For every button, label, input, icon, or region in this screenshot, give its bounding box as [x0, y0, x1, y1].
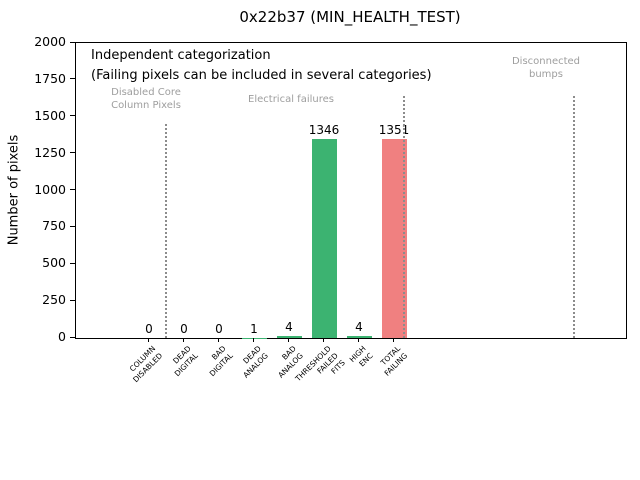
zone-separator — [573, 96, 575, 338]
y-tick-mark — [70, 299, 75, 301]
plot-area: Independent categorization (Failing pixe… — [75, 42, 627, 339]
bar-value-label: 0 — [215, 322, 223, 336]
bar-value-label: 1351 — [378, 122, 410, 137]
y-tick-label: 1000 — [34, 181, 66, 197]
chart-title: 0x22b37 (MIN_HEALTH_TEST) — [239, 8, 461, 26]
y-tick-label: 750 — [42, 218, 66, 234]
y-tick-mark — [70, 262, 75, 264]
y-tick-label: 1750 — [34, 70, 66, 86]
y-tick-label: 1500 — [34, 107, 66, 123]
annotation-failing-pixels-note: (Failing pixels can be included in sever… — [91, 68, 432, 83]
y-tick-label: 1250 — [34, 144, 66, 160]
y-tick-mark — [70, 189, 75, 190]
x-tick-label: BAD DIGITAL — [207, 344, 235, 378]
y-tick-mark — [70, 115, 75, 117]
x-tick-label: DEAD DIGITAL — [170, 344, 200, 378]
x-tick-mark — [182, 338, 184, 342]
bar-value-label: 4 — [355, 320, 363, 334]
x-tick-label: HIGH ENC — [347, 344, 375, 369]
y-tick-label: 2000 — [34, 34, 66, 49]
bar — [381, 138, 407, 338]
zone-label-disabled-core-column-pixels: Disabled Core Column Pixels — [111, 87, 181, 111]
x-tick-mark — [217, 338, 219, 342]
y-tick-mark — [70, 152, 75, 154]
y-tick-mark — [70, 41, 75, 43]
bar-value-label: 0 — [145, 322, 153, 336]
zone-separator — [165, 124, 167, 338]
bar-value-label: 1 — [250, 321, 258, 336]
y-tick-label: 500 — [42, 255, 66, 271]
y-tick-label: 250 — [42, 292, 66, 308]
zone-label-electrical-failures: Electrical failures — [248, 94, 334, 105]
x-tick-label: DEAD ANALOG — [240, 344, 270, 380]
zone-label-disconnected-bumps: Disconnected bumps — [511, 56, 581, 80]
x-tick-mark — [322, 338, 324, 342]
bar-value-label: 4 — [285, 320, 293, 334]
x-tick-label: TOTAL FAILING — [379, 344, 410, 378]
x-tick-mark — [287, 338, 289, 342]
y-tick-label: 0 — [58, 329, 66, 344]
bar-value-label: 1346 — [308, 123, 340, 138]
y-tick-mark — [70, 336, 75, 338]
y-tick-mark — [70, 225, 75, 227]
x-tick-mark — [357, 338, 359, 342]
x-tick-mark — [392, 338, 394, 342]
annotation-independent-categorization: Independent categorization — [91, 48, 271, 63]
bar — [346, 336, 372, 338]
bar-value-label: 0 — [180, 322, 188, 336]
x-tick-mark — [252, 338, 254, 342]
y-tick-mark — [70, 78, 75, 80]
bar — [311, 139, 337, 338]
bar — [276, 336, 302, 338]
zone-separator — [403, 96, 405, 338]
x-tick-label: COLUMN DISABLED — [127, 344, 165, 385]
x-tick-mark — [147, 338, 149, 342]
